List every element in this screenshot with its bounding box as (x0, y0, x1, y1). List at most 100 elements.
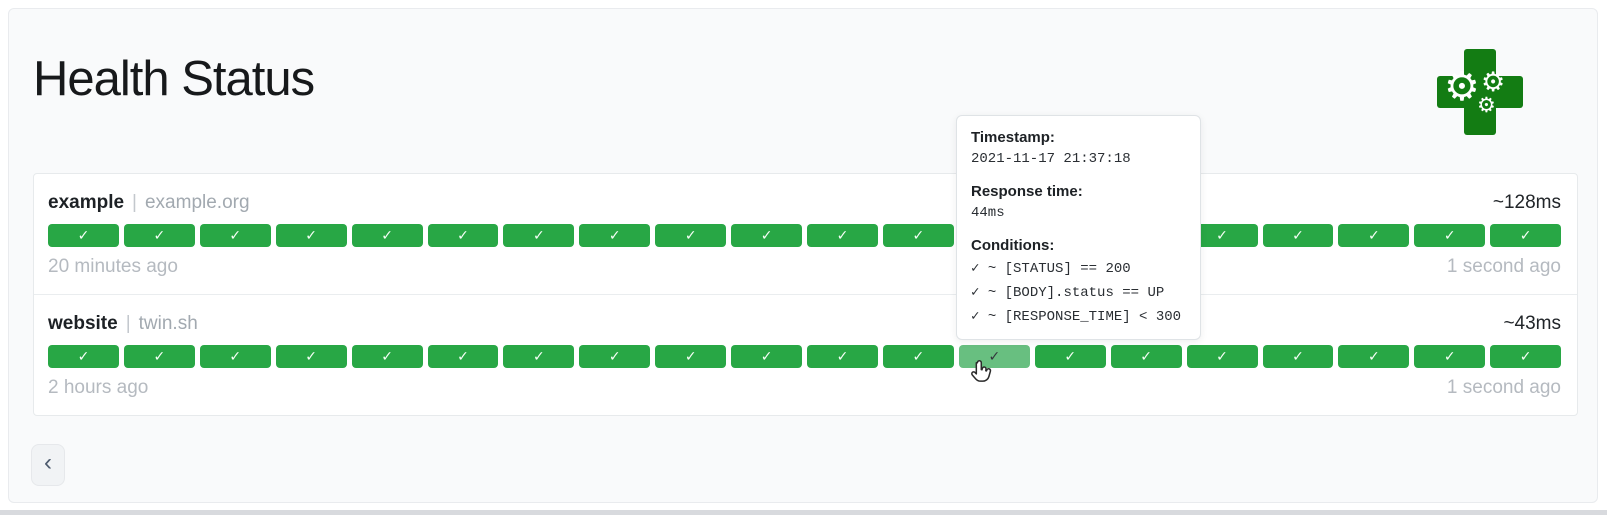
health-check-bar[interactable]: ✓ (1414, 224, 1486, 247)
check-icon: ✓ (457, 348, 469, 365)
conditions-label: Conditions: (971, 237, 1055, 254)
check-icon: ✓ (153, 348, 166, 365)
service-name[interactable]: example (48, 192, 125, 213)
cross-icon (1437, 76, 1523, 108)
avg-response-time: ~128ms (1492, 192, 1561, 213)
health-check-bar[interactable]: ✓ (1414, 345, 1486, 368)
check-icon: ✓ (1064, 348, 1077, 365)
conditions-list: ✓ ~ [STATUS] == 200 ✓ ~ [BODY].status == … (971, 257, 1186, 329)
health-check-bar[interactable]: ✓ (503, 345, 575, 368)
check-icon: ✓ (1519, 348, 1532, 365)
health-check-bar[interactable]: ✓ (275, 345, 347, 368)
check-icon: ✓ (608, 348, 621, 365)
health-check-bar[interactable]: ✓ (199, 345, 271, 368)
check-icon: ✓ (1367, 227, 1380, 244)
health-check-bar[interactable]: ✓ (655, 224, 727, 247)
check-icon: ✓ (1519, 227, 1532, 244)
check-icon: ✓ (381, 227, 393, 244)
service-row-website: website | twin.sh ~43ms ✓ ✓ ✓ ✓ ✓ ✓ ✓ ✓ ✓ ✓ ✓ ✓ ✓ ✓ ✓ ✓… (34, 294, 1577, 415)
separator: | (132, 192, 137, 213)
health-check-bar[interactable]: ✓ (427, 224, 499, 247)
avg-response-time: ~43ms (1503, 313, 1561, 334)
check-icon: ✓ (988, 348, 1001, 365)
oldest-result-time: 2 hours ago (48, 377, 149, 398)
service-group: twin.sh (138, 313, 198, 334)
health-check-bar[interactable]: ✓ (1186, 224, 1258, 247)
check-icon: ✓ (77, 348, 90, 365)
health-history-bars: ✓ ✓ ✓ ✓ ✓ ✓ ✓ ✓ ✓ ✓ ✓ ✓ ✓ ✓ ✓ ✓ ✓ ✓ ✓ ✓ (48, 345, 1562, 368)
health-check-bar[interactable]: ✓ (882, 224, 954, 247)
gear-icon: ⚙ (1477, 93, 1496, 117)
check-icon: ✓ (760, 227, 773, 244)
health-check-bar[interactable]: ✓ (1110, 345, 1182, 368)
check-icon: ✓ (1216, 348, 1228, 365)
health-check-bar[interactable]: ✓ (1034, 345, 1106, 368)
health-check-bar[interactable]: ✓ (427, 345, 499, 368)
check-icon: ✓ (533, 227, 545, 244)
response-time-label: Response time: (971, 183, 1083, 200)
check-icon: ✓ (533, 348, 545, 365)
health-check-bar[interactable]: ✓ (48, 224, 119, 247)
check-icon: ✓ (1367, 348, 1380, 365)
tooltip-response-time-section: Response time: 44ms (971, 181, 1186, 224)
separator: | (125, 313, 131, 334)
check-icon: ✓ (229, 227, 242, 244)
health-check-bar[interactable]: ✓ (1338, 345, 1410, 368)
health-check-bar[interactable]: ✓ (807, 224, 878, 247)
check-icon: ✓ (836, 348, 849, 365)
service-header: website | twin.sh ~43ms (48, 309, 1561, 338)
health-check-bar[interactable]: ✓ (882, 345, 954, 368)
check-icon: ✓ (77, 227, 90, 244)
tooltip-conditions-section: Conditions: ✓ ~ [STATUS] == 200 ✓ ~ [BODY… (971, 235, 1186, 329)
previous-page-button[interactable]: ‹ (31, 444, 65, 486)
timestamp-label: Timestamp: (971, 129, 1055, 146)
health-check-bar[interactable]: ✓ (731, 224, 803, 247)
dashboard-card: Health Status ⚙ ⚙ ⚙ example | example.or… (8, 8, 1598, 503)
health-check-bar[interactable]: ✓ (1262, 224, 1334, 247)
health-check-bar[interactable]: ✓ (1262, 345, 1334, 368)
health-check-bar[interactable]: ✓ (1186, 345, 1258, 368)
service-header: example | example.org ~128ms (48, 188, 1561, 217)
page-title: Health Status (33, 52, 315, 106)
check-icon: ✓ (305, 227, 318, 244)
service-name[interactable]: website (48, 313, 118, 334)
health-check-bar[interactable]: ✓ (48, 345, 119, 368)
health-check-bar[interactable]: ✓ (199, 224, 271, 247)
condition-result: ✓ ~ [STATUS] == 200 (971, 261, 1131, 277)
oldest-result-time: 20 minutes ago (48, 256, 178, 277)
health-check-bar[interactable]: ✓ (351, 224, 423, 247)
check-icon: ✓ (1443, 348, 1456, 365)
check-icon: ✓ (684, 348, 697, 365)
health-check-bar[interactable]: ✓ (123, 345, 195, 368)
check-icon: ✓ (1443, 227, 1456, 244)
newest-result-time: 1 second ago (1446, 377, 1561, 398)
gear-icon: ⚙ (1481, 67, 1506, 98)
health-check-bar[interactable]: ✓ (579, 345, 651, 368)
check-icon: ✓ (912, 348, 925, 365)
health-check-bar[interactable]: ✓ (275, 224, 347, 247)
health-check-bar[interactable]: ✓ (1490, 224, 1562, 247)
window-bottom-edge (0, 510, 1607, 515)
gatus-logo: ⚙ ⚙ ⚙ (1437, 47, 1523, 137)
check-icon: ✓ (1292, 227, 1304, 244)
service-row-example: example | example.org ~128ms ✓ ✓ ✓ ✓ ✓ ✓ ✓ ✓ ✓ ✓ ✓… (34, 174, 1577, 294)
health-check-bar[interactable]: ✓ (579, 224, 651, 247)
health-check-bar[interactable]: ✓ (123, 224, 195, 247)
health-check-bar[interactable]: ✓ (807, 345, 878, 368)
health-check-bar[interactable]: ✓ (1338, 224, 1410, 247)
check-icon: ✓ (608, 227, 621, 244)
health-check-bar[interactable]: ✓ (731, 345, 803, 368)
check-icon: ✓ (912, 227, 925, 244)
check-icon: ✓ (153, 227, 166, 244)
health-check-bar[interactable]: ✓ (1490, 345, 1562, 368)
newest-result-time: 1 second ago (1446, 256, 1561, 277)
health-check-bar[interactable]: ✓ (503, 224, 575, 247)
response-time-value: 44ms (971, 205, 1005, 221)
check-result-tooltip: Timestamp: 2021-11-17 21:37:18 Response … (956, 115, 1201, 340)
chevron-left-icon: ‹ (44, 449, 52, 476)
health-check-bar[interactable]: ✓ (655, 345, 727, 368)
tooltip-timestamp-section: Timestamp: 2021-11-17 21:37:18 (971, 127, 1186, 170)
health-check-bar[interactable]: ✓ (351, 345, 423, 368)
check-icon: ✓ (1140, 348, 1152, 365)
check-icon: ✓ (1292, 348, 1304, 365)
